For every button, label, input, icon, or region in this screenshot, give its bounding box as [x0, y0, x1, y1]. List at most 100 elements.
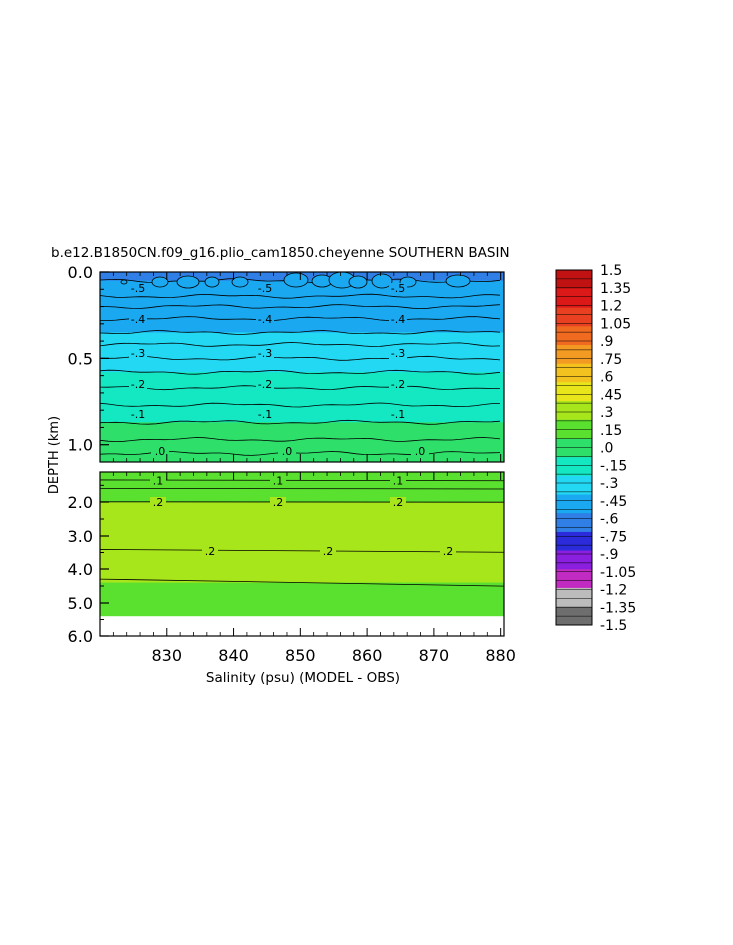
upper-contour-12 [99, 437, 501, 443]
lower-frame [99, 471, 505, 637]
upper-contour-8 [99, 369, 501, 375]
upper-contour-3 [100, 304, 501, 310]
lower-label-bg [390, 497, 406, 509]
lower-y-tick-label: 5.0 [68, 594, 93, 613]
upper-band-12 [100, 439, 504, 454]
upper-label-bg [256, 283, 274, 295]
surface-contour-1 [151, 276, 169, 288]
upper-band-8 [100, 372, 504, 389]
colorbar-segment [556, 419, 592, 439]
colorbar-label: .0 [600, 441, 613, 457]
upper-y-tick-label: 1.0 [68, 436, 93, 455]
colorbar-label: 1.2 [600, 299, 622, 315]
colorbar-label: -1.2 [600, 583, 627, 599]
lower-contour-label: .1 [153, 474, 164, 487]
upper-label-bg [129, 379, 147, 391]
upper-contour-label: .0 [415, 445, 426, 458]
colorbar-label: -1.05 [600, 565, 636, 581]
lower-contour-label: .2 [205, 545, 216, 558]
surface-contour-11 [445, 274, 471, 288]
upper-contour-5 [99, 330, 501, 335]
upper-label-bg [256, 314, 274, 326]
lower-y-tick-label: 6.0 [68, 627, 93, 646]
upper-contour-label: -.5 [258, 282, 272, 295]
lower-band-2 [100, 502, 504, 584]
upper-contour-11 [99, 419, 501, 425]
chart-title: b.e12.B1850CN.f09_g16.plio_cam1850.cheye… [51, 245, 510, 261]
lower-contour-label: .2 [393, 496, 404, 509]
colorbar-label: 1.05 [600, 316, 631, 332]
upper-contour-label: -.4 [258, 313, 272, 326]
colorbar-segment [556, 587, 592, 607]
upper-band-9 [100, 387, 504, 406]
upper-contour-9 [99, 385, 501, 391]
lower-y-tick-label: 3.0 [68, 527, 93, 546]
upper-band-10 [100, 405, 504, 423]
lower-contour-label: .1 [393, 474, 404, 487]
colorbar-segment [556, 400, 592, 420]
lower-contour-label: .2 [323, 545, 334, 558]
upper-y-tick-label: 0.0 [68, 263, 93, 282]
lower-y-tick-label: 4.0 [68, 560, 93, 579]
colorbar-segment [556, 494, 592, 514]
lower-label-bg [202, 545, 218, 558]
upper-label-bg [256, 409, 274, 421]
upper-label-bg [389, 409, 407, 421]
lower-label-bg [270, 497, 286, 509]
colorbar-segment [556, 307, 592, 327]
lower-panel: .1 .1 .1 .2 .2 .2 .2 .2 .2 2.0 3.0 4.0 5.0 6.0 [68, 471, 505, 646]
upper-label-bg [389, 283, 407, 295]
x-tick-label: 880 [485, 646, 516, 665]
colorbar-label: .15 [600, 423, 622, 439]
upper-contour-label: -.1 [391, 408, 405, 421]
colorbar-label: -.6 [600, 512, 619, 528]
upper-label-bg [129, 348, 147, 360]
lower-label-bg [390, 475, 406, 488]
upper-label-bg [129, 283, 147, 295]
colorbar-segment [556, 606, 592, 626]
upper-panel: -.5 -.5 -.5 -.4 -.4 -.4 -.3 -.3 -.3 -.2 -.2 -.2 -.1 -… [68, 263, 505, 463]
upper-contour-label: -.2 [258, 378, 272, 391]
x-tick-label: 850 [285, 646, 316, 665]
upper-label-bg [389, 379, 407, 391]
lower-label-bg [320, 545, 336, 558]
colorbar-segment [556, 363, 592, 383]
below-bottom-area [100, 616, 504, 636]
colorbar-label: -.3 [600, 476, 618, 492]
lower-contour-label: .1 [273, 474, 284, 487]
lower-band-3 [100, 582, 504, 617]
colorbar-label: .6 [600, 370, 613, 386]
upper-band-13 [100, 453, 504, 463]
x-axis-label: Salinity (psu) (MODEL - OBS) [206, 670, 400, 686]
surface-contour-4 [231, 276, 249, 288]
surface-contour-8 [348, 275, 368, 289]
x-tick-label: 840 [218, 646, 249, 665]
upper-label-bg [411, 446, 429, 458]
x-tick-label: 860 [352, 646, 383, 665]
colorbar-segment [556, 270, 592, 289]
upper-contour-label: -.2 [391, 378, 405, 391]
colorbar-label: -.15 [600, 458, 627, 474]
colorbar-segment [556, 568, 592, 588]
lower-y-tick-label: 2.0 [68, 493, 93, 512]
lower-contour-0 [99, 479, 505, 482]
lower-label-bg [150, 497, 166, 509]
colorbar-label: .3 [600, 405, 613, 421]
upper-band-6 [100, 344, 504, 359]
upper-contour-label: -.4 [131, 313, 145, 326]
colorbar: 1.5 1.35 1.21.05 .9 .75 .6.45 .3 .15 .0-.15 -.3 -.… [555, 263, 636, 634]
colorbar-label: 1.35 [600, 281, 631, 297]
upper-contour-label: -.3 [131, 347, 145, 360]
colorbar-segment [556, 344, 592, 364]
upper-contour-label: -.2 [131, 378, 145, 391]
surface-contour-5 [283, 272, 309, 288]
upper-contour-label: -.5 [391, 282, 405, 295]
upper-contour-label: -.5 [131, 282, 145, 295]
upper-contour-7 [99, 355, 501, 361]
surface-contour-3 [204, 276, 220, 288]
upper-contour-label: -.4 [391, 313, 405, 326]
upper-label-bg [256, 379, 274, 391]
colorbar-label: -.75 [600, 529, 627, 545]
lower-label-bg [150, 475, 166, 488]
y-axis-label: DEPTH (km) [47, 416, 62, 494]
